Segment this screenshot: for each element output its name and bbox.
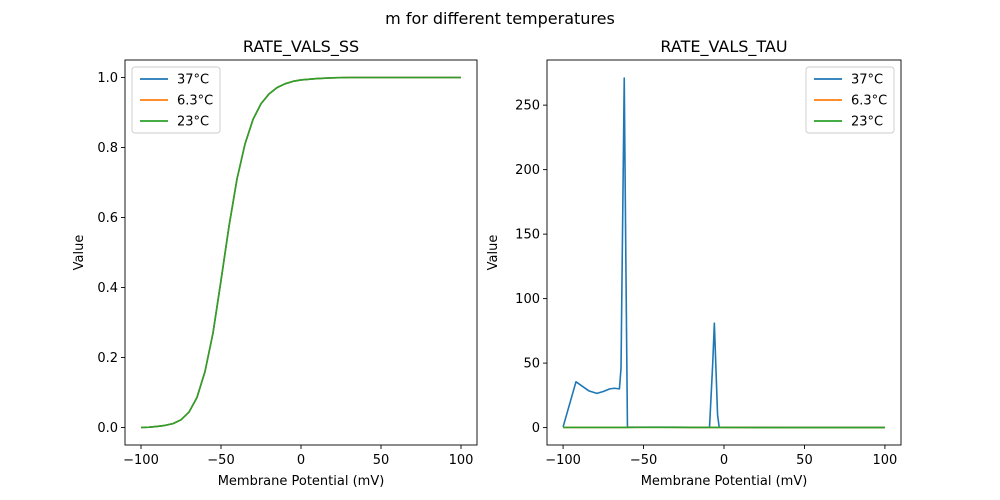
y-tick-label: 50 (523, 357, 540, 372)
x-tick-label: 50 (796, 453, 813, 468)
x-tick-label: 0 (297, 453, 305, 468)
series-group (140, 76, 461, 429)
legend: 37°C 6.3°C 23°C (805, 66, 895, 134)
panel-title: RATE_VALS_SS (243, 37, 359, 57)
x-axis-label: Membrane Potential (mV) (218, 474, 385, 489)
series-group (562, 77, 885, 429)
x-tick-label: −50 (207, 453, 234, 468)
legend-box (805, 66, 895, 134)
figure-suptitle: m for different temperatures (385, 9, 615, 28)
panel-title: RATE_VALS_TAU (660, 37, 787, 57)
y-tick-label: 0.0 (97, 421, 118, 436)
panel-tau: RATE_VALS_TAU −100 −50 0 50 100 0 50 100 150 200 25… (486, 37, 902, 489)
y-tick-label: 150 (515, 228, 540, 243)
y-tick-label: 1.0 (97, 71, 118, 86)
series-line (140, 76, 461, 429)
y-tick-label: 0.2 (97, 351, 118, 366)
x-axis-label: Membrane Potential (mV) (641, 474, 808, 489)
y-tick-label: 100 (515, 292, 540, 307)
x-tick-label: 100 (872, 453, 897, 468)
y-tick-label: 200 (515, 163, 540, 178)
x-tick-label: 0 (720, 453, 728, 468)
legend: 37°C 6.3°C 23°C (131, 66, 221, 134)
legend-box (131, 66, 221, 134)
x-tick-label: 50 (373, 453, 390, 468)
y-tick-label: 0 (532, 421, 540, 436)
y-axis-label: Value (486, 235, 501, 271)
legend-label: 6.3°C (851, 94, 887, 109)
legend-label: 23°C (177, 115, 209, 130)
legend-label: 6.3°C (177, 94, 213, 109)
y-axis-label: Value (72, 235, 87, 271)
x-tick-label: −50 (630, 453, 657, 468)
x-tick-label: −100 (545, 453, 581, 468)
x-tick-label: 100 (449, 453, 474, 468)
y-tick-label: 0.6 (97, 211, 118, 226)
legend-label: 23°C (851, 115, 883, 130)
legend-label: 37°C (851, 73, 883, 88)
x-tick-label: −100 (123, 453, 159, 468)
y-tick-label: 0.8 (97, 141, 118, 156)
legend-label: 37°C (177, 73, 209, 88)
y-tick-label: 0.4 (97, 281, 118, 296)
y-tick-label: 250 (515, 99, 540, 114)
panel-ss: RATE_VALS_SS −100 −50 0 50 100 0.0 0.2 0.4 0.6 0.8… (72, 37, 478, 489)
